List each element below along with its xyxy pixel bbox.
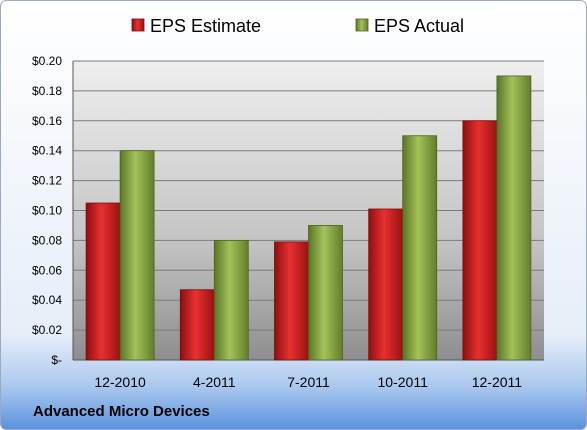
y-tick-label: $0.12 [32, 174, 62, 188]
y-tick-label: $0.04 [32, 293, 62, 307]
legend: EPS Estimate EPS Actual [131, 16, 464, 36]
y-tick-label: $0.10 [32, 204, 62, 218]
y-axis-ticks: $- $0.02 $0.04 $0.06 $0.08 $0.10 $0.12 $0.14 $0.… [32, 54, 62, 367]
bar-eps-estimate-7-2011 [274, 241, 309, 361]
bar-eps-actual-12-2011 [496, 75, 532, 361]
y-tick-label: $0.08 [32, 233, 62, 247]
legend-label-actual: EPS Actual [374, 16, 464, 36]
legend-label-estimate: EPS Estimate [150, 16, 261, 36]
y-tick-label: $0.14 [32, 144, 62, 158]
y-tick-label: $- [51, 353, 62, 367]
x-tick-label: 7-2011 [287, 374, 330, 390]
x-tick-label: 12-2010 [94, 374, 146, 390]
y-tick-label: $0.20 [32, 54, 62, 68]
y-tick-label: $0.18 [32, 84, 62, 98]
legend-swatch-actual [355, 18, 369, 32]
bars [85, 75, 532, 361]
bar-eps-estimate-12-2010 [85, 202, 121, 361]
x-axis-ticks: 12-2010 4-2011 7-2011 10-2011 12-2011 [94, 374, 522, 390]
bar-eps-actual-7-2011 [308, 225, 343, 361]
bar-eps-actual-4-2011 [213, 239, 249, 361]
bar-eps-actual-10-2011 [402, 135, 438, 361]
y-tick-label: $0.02 [32, 323, 62, 337]
company-label: Advanced Micro Devices [33, 403, 210, 420]
bar-eps-estimate-4-2011 [179, 289, 215, 361]
legend-swatch-estimate [131, 18, 145, 32]
y-tick-label: $0.06 [32, 263, 62, 277]
bar-eps-estimate-12-2011 [462, 120, 498, 361]
y-tick-label: $0.16 [32, 114, 62, 128]
x-tick-label: 12-2011 [472, 374, 523, 390]
x-tick-label: 4-2011 [193, 374, 236, 390]
x-tick-label: 10-2011 [378, 374, 429, 390]
bar-eps-actual-12-2010 [119, 150, 155, 361]
bar-eps-estimate-10-2011 [368, 208, 404, 361]
